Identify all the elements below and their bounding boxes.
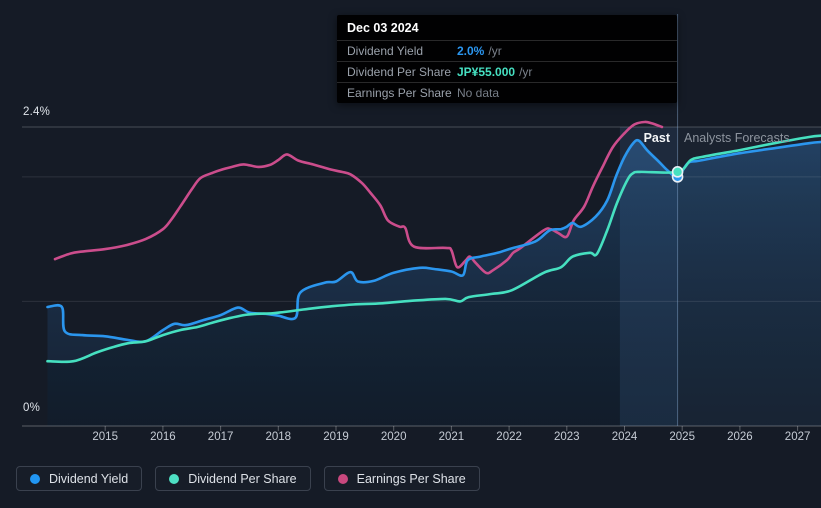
tooltip-row-label: Earnings Per Share <box>347 86 452 100</box>
tooltip-row-label: Dividend Per Share <box>347 65 452 79</box>
tooltip-row-value: No data <box>457 86 500 100</box>
series-area-dividend-per-share <box>47 135 821 426</box>
x-axis-year-label: 2016 <box>150 431 176 443</box>
tooltip-row-value: 2.0% <box>457 44 485 58</box>
tooltip-row-earnings-per-share: Earnings Per Share No data <box>337 82 677 103</box>
legend-color-dot-icon <box>30 473 40 484</box>
x-axis-year-label: 2019 <box>323 431 349 443</box>
y-axis-top-label: 2.4% <box>23 106 51 118</box>
series-line-dividend-per-share <box>46 134 821 364</box>
x-axis-year-label: 2021 <box>438 431 465 443</box>
forecast-region <box>677 127 821 427</box>
tooltip-row-dividend-yield: Dividend Yield 2.0%/yr <box>337 40 677 61</box>
x-axis-year-label: 2015 <box>92 431 118 443</box>
legend-color-dot-icon <box>169 473 180 484</box>
x-axis-year-label: 2026 <box>727 431 753 443</box>
legend-toggle-dividend-yield[interactable]: Dividend Yield <box>16 466 143 491</box>
marker-dividend-per-share[interactable] <box>671 166 684 178</box>
x-axis-year-label: 2023 <box>554 431 580 443</box>
tooltip-row-value: JP¥55.000 <box>457 65 516 79</box>
legend-label: Dividend Per Share <box>188 471 297 486</box>
tooltip-row-dividend-per-share: Dividend Per Share JP¥55.000/yr <box>337 61 677 82</box>
x-axis-year-label: 2018 <box>265 431 292 443</box>
x-axis-year-label: 2020 <box>380 431 407 443</box>
x-axis-year-label: 2027 <box>784 431 811 443</box>
tooltip-row-unit: /yr <box>519 65 533 79</box>
tooltip-row-label: Dividend Yield <box>347 44 424 58</box>
tooltip-date: Dec 03 2024 <box>347 21 419 35</box>
series-line-dividend-yield <box>46 138 821 344</box>
legend-toggle-earnings-per-share[interactable]: Earnings Per Share <box>323 466 480 491</box>
x-axis-year-label: 2024 <box>611 431 638 443</box>
past-region-label: Past <box>643 131 670 145</box>
chart-legend: Dividend Yield Dividend Per Share Earnings… <box>16 466 480 491</box>
legend-label: Earnings Per Share <box>356 471 466 486</box>
chart-tooltip: Dec 03 2024 Dividend Yield 2.0%/yr Dividen… <box>337 15 677 103</box>
y-axis-bottom-label: 0% <box>23 402 41 414</box>
x-axis-year-label: 2025 <box>669 431 695 443</box>
x-axis-year-label: 2022 <box>496 431 522 443</box>
chart-canvas[interactable] <box>0 0 821 460</box>
legend-color-dot-icon <box>337 473 348 484</box>
legend-toggle-dividend-per-share[interactable]: Dividend Per Share <box>155 466 311 491</box>
forecast-region-label: Analysts Forecasts <box>684 131 790 145</box>
legend-label: Dividend Yield <box>49 471 129 486</box>
tooltip-row-unit: /yr <box>488 44 502 58</box>
x-axis-year-label: 2017 <box>207 431 234 443</box>
